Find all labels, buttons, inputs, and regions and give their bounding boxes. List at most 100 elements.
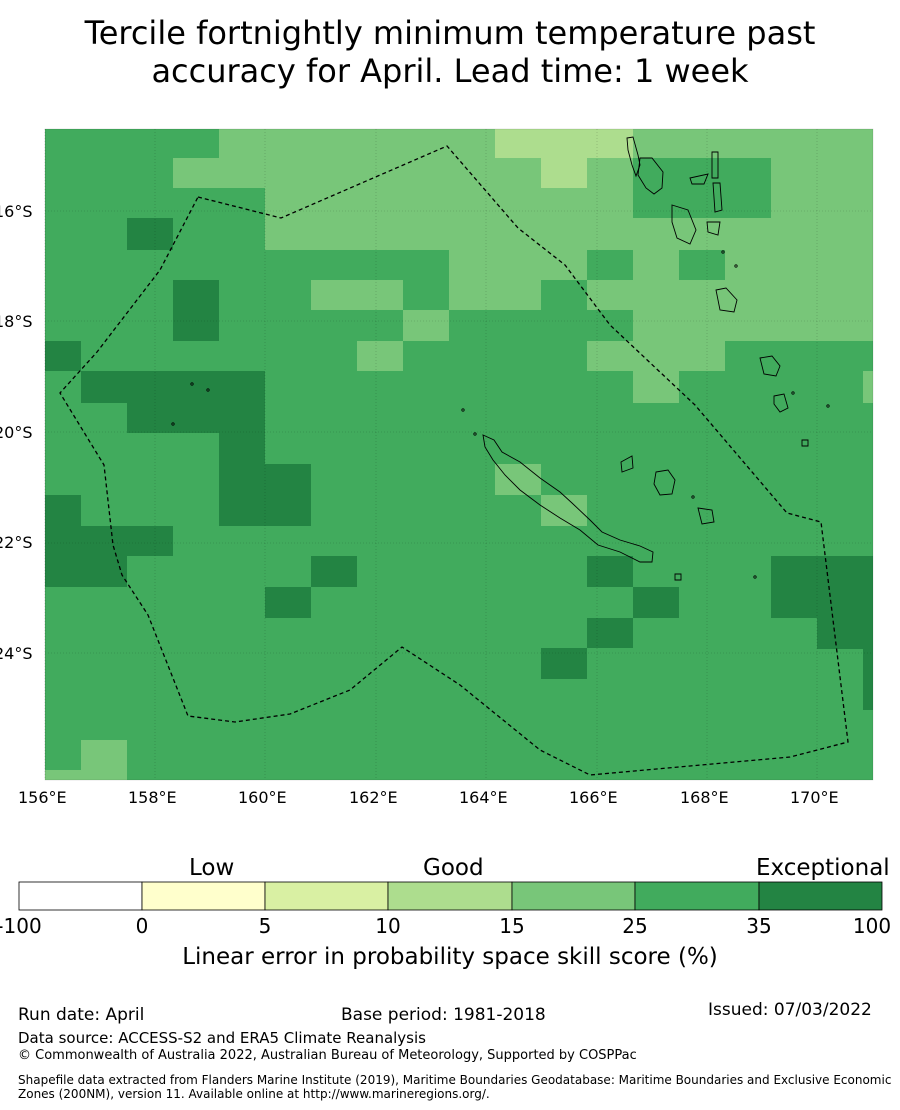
islet [734,264,738,268]
skill-cell [495,129,633,158]
lon-tick-160: 160°E [238,788,287,807]
skill-cell [45,770,81,780]
skill-cell [633,250,679,280]
colorbar-label: Linear error in probability space skill … [182,944,718,970]
skill-cell [541,648,587,679]
skill-cell [357,341,403,371]
skill-cell [219,464,311,526]
skill-cell [587,280,873,310]
skill-cell [81,371,265,403]
lon-tick-158: 158°E [128,788,177,807]
skill-cell [587,341,725,371]
colorbar-tick: 15 [499,914,525,938]
skill-cell [633,310,873,341]
lon-tick-156: 156°E [18,788,67,807]
colorbar-segment [18,881,143,911]
base-period: Base period: 1981-2018 [341,1005,546,1025]
lon-tick-168: 168°E [680,788,729,807]
vanuatu-island [706,221,721,236]
skill-cell [45,556,127,587]
skill-cell [633,371,679,403]
skill-cell [127,218,173,250]
colorbar-low: Low [189,855,235,881]
shapefile-credit-2: Zones (200NM), version 11. Available onl… [18,1087,490,1101]
loyalty-island [653,469,676,496]
colorbar-tick: 35 [746,914,772,938]
data-source: Data source: ACCESS-S2 and ERA5 Climate … [18,1029,426,1047]
vanuatu-island [626,136,641,178]
map-frame [44,128,874,781]
vanuatu-island [715,287,738,313]
skill-cell [633,218,873,250]
loyalty-island [773,393,789,413]
skill-cell [771,188,873,218]
skill-cell [587,556,633,587]
colorbar-good: Good [423,855,484,881]
skill-cell [127,403,265,433]
issued-date: Issued: 07/03/2022 [708,1000,872,1020]
islet [753,575,757,579]
colorbar-exceptional: Exceptional [756,855,890,881]
islet [461,408,465,412]
colorbar-segment [758,881,883,911]
colorbar-segment [511,881,636,911]
colorbar-segment [264,881,389,911]
copyright-text: © Commonwealth of Australia 2022, Austra… [18,1048,637,1063]
vanuatu-island [637,157,664,195]
colorbar-tick: 25 [622,914,648,938]
skill-cell [265,158,541,188]
skill-cell [173,280,219,341]
skill-cell [311,280,403,310]
colorbar-tick: 100 [852,914,892,938]
islet [190,382,194,386]
vanuatu-island [711,151,719,179]
lat-tick-16s: 16°S [0,202,33,221]
loyalty-island [759,355,781,377]
islet [826,404,830,408]
lat-tick-18s: 18°S [0,312,33,331]
colorbar-tick: -100 [0,914,42,938]
skill-cell [449,250,587,280]
lon-tick-166: 166°E [569,788,618,807]
lat-tick-22s: 22°S [0,533,33,552]
skill-cell [173,158,265,188]
run-date: Run date: April [18,1005,145,1025]
colorbar-tick: 5 [258,914,272,938]
skill-cell [45,495,81,526]
skill-cell [265,587,311,618]
chart-title: Tercile fortnightly minimum temperature … [0,14,900,90]
title-line-2: accuracy for April. Lead time: 1 week [151,52,749,90]
eez-boundary [59,145,849,776]
skill-cell [81,740,127,780]
islet [791,391,795,395]
skill-cell [817,618,873,649]
title-line-1: Tercile fortnightly minimum temperature … [84,14,816,52]
islet [171,422,175,426]
vanuatu-island [671,204,697,245]
colorbar-tick: 0 [135,914,149,938]
skill-cell [771,158,873,188]
lon-tick-170: 170°E [790,788,839,807]
skill-cell [541,158,587,188]
skill-cell [633,129,873,158]
skill-cell [863,648,873,710]
skill-cell [311,556,357,587]
lat-tick-20s: 20°S [0,423,33,442]
skill-cell [45,526,173,556]
colorbar-segment [634,881,760,911]
shapefile-credit-1: Shapefile data extracted from Flanders M… [18,1073,892,1087]
skill-cell [265,188,633,218]
loyalty-island [697,507,715,525]
islet [473,432,477,436]
colorbar-tick: 10 [375,914,401,938]
skill-cell [449,280,541,310]
islet [721,250,725,254]
lat-tick-24s: 24°S [0,644,33,663]
loyalty-island [674,573,682,581]
lon-tick-162: 162°E [349,788,398,807]
skill-cell [587,618,633,648]
skill-cell [265,218,633,250]
loyalty-island [801,439,809,447]
colorbar-segment [387,881,513,911]
